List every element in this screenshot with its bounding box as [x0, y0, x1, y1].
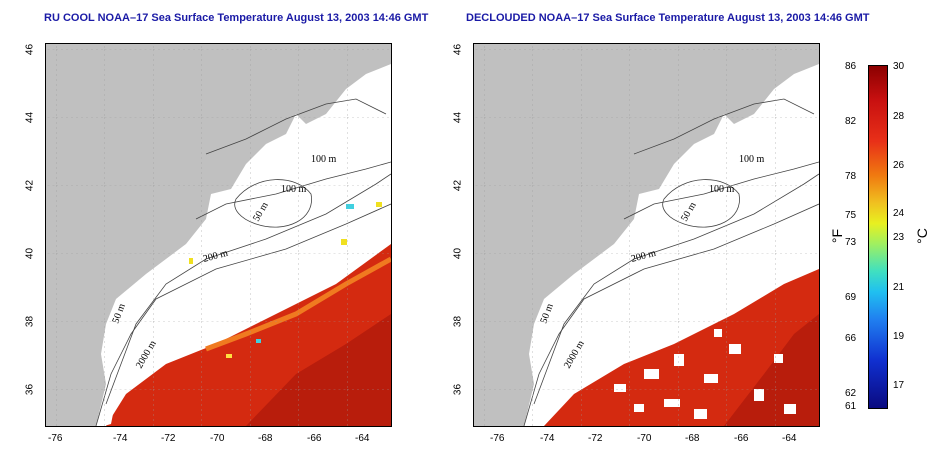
fahrenheit-tick: 86 [845, 61, 857, 72]
lat-tick: 36 [452, 383, 464, 396]
celsius-tick: 24 [893, 208, 905, 219]
fahrenheit-tick: 75 [845, 210, 857, 221]
lon-tick: -64 [355, 433, 370, 444]
fahrenheit-tick: 69 [845, 292, 857, 303]
lat-tick: 42 [24, 179, 36, 192]
lon-tick: -68 [685, 433, 700, 444]
celsius-tick: 21 [893, 282, 905, 293]
lon-tick: -70 [637, 433, 652, 444]
lon-tick: -70 [210, 433, 225, 444]
lat-tick: 40 [24, 247, 36, 260]
lon-tick: -74 [540, 433, 555, 444]
lon-tick: -72 [588, 433, 603, 444]
lat-tick: 42 [452, 179, 464, 192]
lat-tick: 46 [24, 43, 36, 56]
lat-tick: 46 [452, 43, 464, 56]
right-panel-title: DECLOUDED NOAA–17 Sea Surface Temperatur… [466, 12, 870, 24]
lat-tick: 40 [452, 247, 464, 260]
celsius-unit-label: °C [913, 228, 930, 244]
celsius-tick: 26 [893, 160, 905, 171]
contour-label-100m-a: 100 m [311, 154, 337, 165]
celsius-tick: 28 [893, 111, 905, 122]
svg-text:100 m: 100 m [709, 184, 735, 195]
lat-tick: 38 [24, 315, 36, 328]
left-sst-map: 100 m 100 m 50 m 200 m 50 m 2000 m [45, 43, 392, 427]
celsius-tick: 17 [893, 380, 905, 391]
contour-label-100m-b: 100 m [281, 184, 307, 195]
fahrenheit-tick: 62 [845, 388, 857, 399]
lon-tick: -68 [258, 433, 273, 444]
svg-text:100 m: 100 m [739, 154, 765, 165]
fahrenheit-tick: 61 [845, 401, 857, 412]
fahrenheit-tick: 73 [845, 237, 857, 248]
lon-tick: -72 [161, 433, 176, 444]
celsius-tick: 19 [893, 331, 905, 342]
lon-tick: -64 [782, 433, 797, 444]
right-sst-map: 100 m 100 m 50 m 200 m 50 m 2000 m [473, 43, 820, 427]
left-panel-title: RU COOL NOAA–17 Sea Surface Temperature … [44, 12, 429, 24]
fahrenheit-unit-label: °F [829, 228, 846, 244]
fahrenheit-tick: 78 [845, 171, 857, 182]
lon-tick: -66 [734, 433, 749, 444]
lat-tick: 36 [24, 383, 36, 396]
temperature-colorbar [868, 65, 888, 409]
celsius-tick: 30 [893, 61, 905, 72]
fahrenheit-tick: 82 [845, 116, 857, 127]
right-map-graphic: 100 m 100 m 50 m 200 m 50 m 2000 m [474, 44, 819, 426]
lat-tick: 44 [452, 111, 464, 124]
lat-tick: 38 [452, 315, 464, 328]
lon-tick: -76 [48, 433, 63, 444]
left-map-graphic: 100 m 100 m 50 m 200 m 50 m 2000 m [46, 44, 391, 426]
lat-tick: 44 [24, 111, 36, 124]
celsius-tick: 23 [893, 232, 905, 243]
lon-tick: -74 [113, 433, 128, 444]
lon-tick: -76 [490, 433, 505, 444]
lon-tick: -66 [307, 433, 322, 444]
fahrenheit-tick: 66 [845, 333, 857, 344]
